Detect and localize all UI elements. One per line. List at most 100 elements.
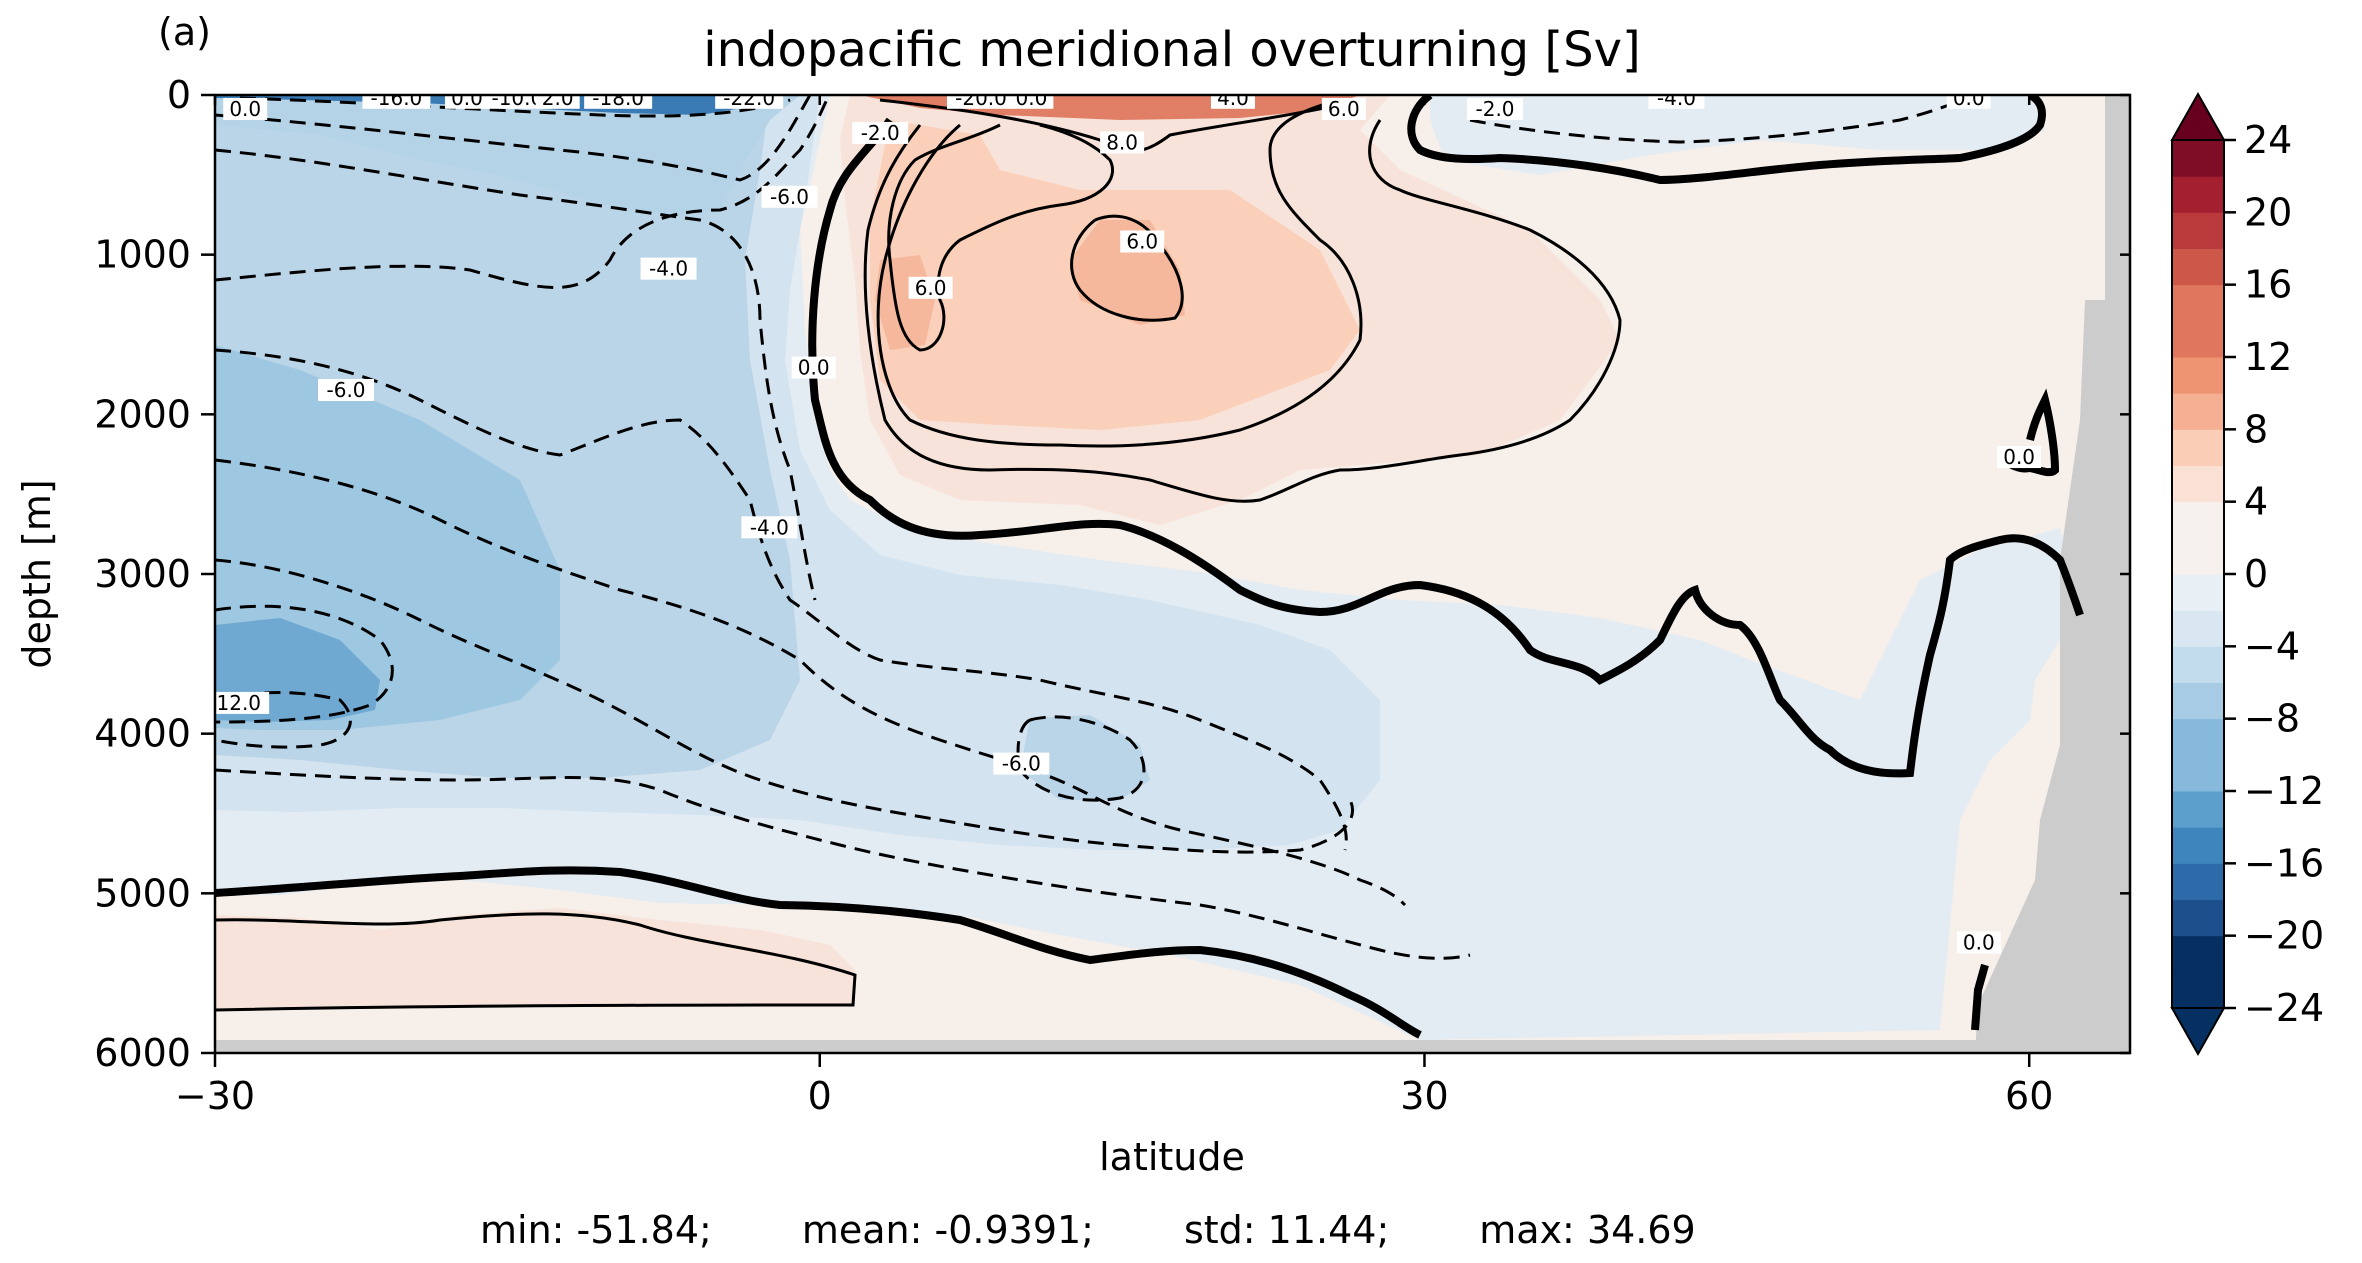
contour-label: -4.0 — [1657, 86, 1696, 110]
colorbar-segment — [2172, 827, 2224, 864]
upper-blue-cell — [215, 95, 800, 215]
y-tick-label: 3000 — [94, 552, 191, 596]
positive-contour-1 — [863, 119, 1622, 503]
colorbar-segment — [2172, 863, 2224, 900]
colorbar-tick-label: −8 — [2244, 697, 2300, 741]
contour-label: 0.0 — [1953, 86, 1985, 110]
contour-label-bg — [741, 516, 798, 539]
colorbar-segment — [2172, 682, 2224, 720]
zero-contour-main — [808, 117, 2084, 778]
contour-label-bg — [1009, 95, 1054, 109]
x-axis: −30 0 30 60 — [175, 95, 2053, 1118]
colorbar-extend-min — [2170, 1007, 2226, 1057]
contour-label: -18.0 — [592, 86, 644, 110]
contour-label: 2.0 — [542, 86, 574, 110]
stat-max: max: 34.69 — [1479, 1208, 1696, 1252]
colorbar-tick-label: 20 — [2244, 190, 2292, 234]
colorbar-tick-label: −24 — [2244, 986, 2324, 1030]
zero-contour-east — [1971, 388, 2060, 1031]
contour-label: 8.0 — [1106, 130, 1138, 154]
colorbar-extend-max — [2170, 91, 2226, 141]
contour-label: -4.0 — [750, 515, 789, 539]
contour-label-bg — [640, 257, 697, 280]
contour-label-bg — [1946, 95, 1991, 109]
contour-label: 6.0 — [1126, 229, 1158, 253]
positive-contour-4 — [1070, 214, 1184, 322]
y-tick-label: 1000 — [94, 233, 191, 277]
colorbar-segment — [2172, 754, 2224, 792]
contour-label-bg — [318, 378, 375, 401]
contour-label-layer: -16.0 0.0 -10.02.0 -18.0 -22.0 -20.0 0.0 4.0 0.0… — [209, 86, 2042, 954]
x-tick-label: 60 — [2005, 1074, 2053, 1118]
bottom-positive-layer — [215, 908, 855, 1010]
contour-label: -2.0 — [861, 121, 900, 145]
contour-label: -6.0 — [770, 185, 809, 209]
colorbar-segment — [2172, 646, 2224, 683]
stats-line: min: -51.84; mean: -0.9391; std: 11.44; max… — [480, 1208, 1786, 1252]
stat-min: min: -51.84; — [480, 1208, 712, 1252]
contour-label-bg — [993, 752, 1050, 775]
colorbar-segment — [2172, 501, 2224, 539]
positive-contour-3 — [887, 123, 1114, 352]
contour-label: 6.0 — [915, 276, 947, 300]
colorbar-segment — [2172, 284, 2224, 322]
contour-label-bg — [1321, 97, 1366, 120]
colorbar-segment — [2172, 465, 2224, 503]
zero-contour-north — [1407, 95, 2046, 185]
chart-title: indopacific meridional overturning [Sv] — [703, 22, 1640, 78]
contour-label-bg — [715, 95, 784, 109]
colorbar-tick-label: 12 — [2244, 335, 2292, 379]
positive-contour-2 — [876, 98, 1363, 448]
contour-label-bg — [791, 356, 836, 379]
contour-label: 0.0 — [798, 356, 830, 380]
colorbar: 24 20 16 12 8 4 0 −4 −8 −12 −16 −20 −24 — [2170, 91, 2324, 1057]
x-tick-label: 30 — [1400, 1074, 1448, 1118]
colorbar-tick-label: 16 — [2244, 263, 2292, 307]
y-tick-label: 6000 — [94, 1031, 191, 1075]
colorbar-segment — [2172, 429, 2224, 466]
northern-negative-lens — [1430, 95, 2045, 175]
y-axis-label: depth [m] — [15, 479, 59, 668]
contour-label-bg — [223, 97, 268, 120]
zero-contour-abyss — [215, 866, 1422, 1039]
colorbar-segment — [2172, 935, 2224, 973]
y-tick-label: 5000 — [94, 871, 191, 915]
contour-label-bg — [535, 95, 580, 109]
colorbar-tick-label: −12 — [2244, 769, 2324, 813]
stat-mean: mean: -0.9391; — [801, 1208, 1094, 1252]
y-tick-label: 4000 — [94, 712, 191, 756]
colorbar-segment — [2172, 393, 2224, 430]
colorbar-tick-label: −4 — [2244, 624, 2300, 668]
contour-label-bg — [1120, 230, 1165, 253]
colorbar-segment — [2172, 971, 2224, 1009]
contour-label: -20.0 — [955, 86, 1007, 110]
colorbar-segment — [2172, 899, 2224, 937]
contour-label: -6.0 — [1002, 752, 1041, 776]
contour-label-bg — [908, 276, 953, 299]
x-tick-label: 0 — [808, 1074, 832, 1118]
contour-label-bg — [1648, 95, 1705, 109]
colorbar-tick-label: −20 — [2244, 914, 2324, 958]
plot-area: -16.0 0.0 -10.02.0 -18.0 -22.0 -20.0 0.0 4.0 0.0… — [209, 86, 2130, 1053]
contour-label-bg — [444, 95, 489, 109]
y-axis: 0 1000 2000 3000 4000 5000 6000 — [94, 73, 2130, 1075]
colorbar-tick-label: 4 — [2244, 480, 2268, 524]
colorbar-segment — [2172, 610, 2224, 647]
contour-label-bg — [1100, 131, 1145, 154]
contour-label-bg — [1997, 446, 2042, 469]
contour-label: -10.0 — [491, 86, 543, 110]
panel-label: (a) — [158, 10, 211, 54]
contour-label: 0.0 — [1963, 930, 1995, 954]
contour-label: -4.0 — [649, 257, 688, 281]
contour-label-bg — [761, 185, 818, 208]
colorbar-tick-label: 8 — [2244, 407, 2268, 451]
contour-label-bg — [215, 691, 270, 714]
contour-label-bg — [852, 121, 909, 144]
contour-label-bg — [584, 95, 653, 109]
colorbar-segment — [2172, 212, 2224, 249]
contour-label-bg — [1467, 97, 1524, 120]
colorbar-tick-label: 24 — [2244, 118, 2292, 162]
contour-label-bg — [483, 95, 552, 109]
contour-label: 0.0 — [451, 86, 483, 110]
contour-label: -12.0 — [209, 691, 261, 715]
